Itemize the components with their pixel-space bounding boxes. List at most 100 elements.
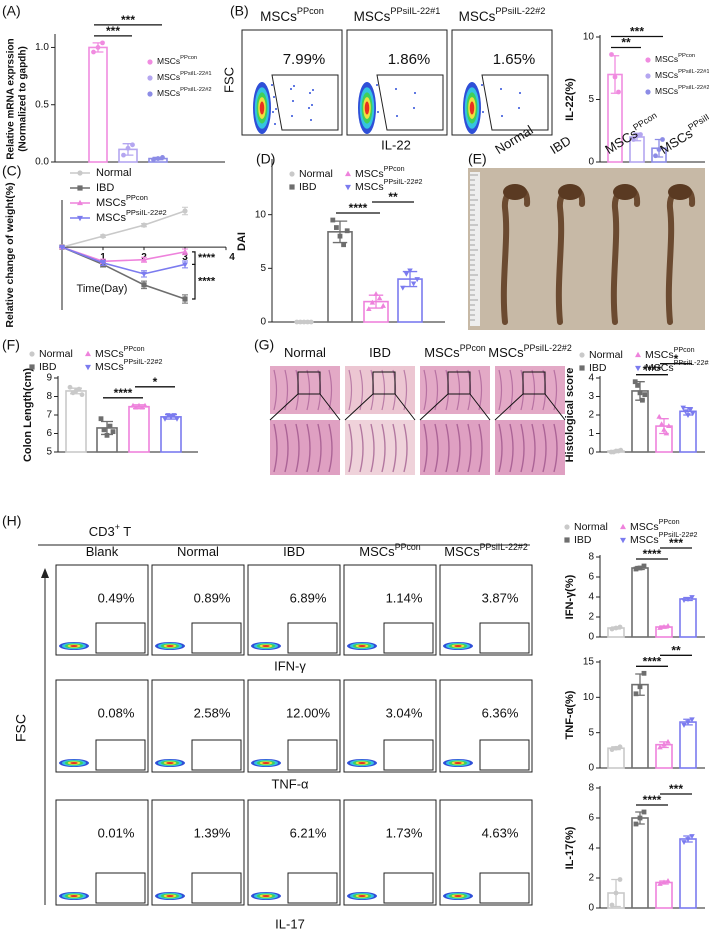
line — [61, 246, 186, 275]
flow-density — [364, 101, 370, 115]
legend-label-base: IBD — [96, 182, 114, 194]
flow-gate — [191, 622, 242, 654]
data-point — [130, 402, 136, 408]
flow-event — [275, 108, 277, 110]
photo-label-sup: PPsiIL-22#2 — [686, 99, 709, 133]
bar — [327, 231, 353, 323]
flow-percent: 2.58% — [194, 705, 231, 720]
flow-percent: 1.39% — [194, 825, 231, 840]
legend-label: MSCsPPsiIL-22#2 — [655, 85, 709, 97]
bar — [160, 416, 182, 453]
data-point — [609, 626, 615, 632]
flow-gate — [95, 622, 146, 654]
flow-plot-frame — [55, 679, 149, 773]
photo-label-sup: PPcon — [631, 110, 658, 132]
flow-plot-frame — [241, 29, 343, 136]
flow-gate — [191, 872, 242, 904]
flow-percent: 0.49% — [98, 590, 135, 605]
data-point — [680, 405, 686, 411]
data-point — [616, 89, 621, 95]
flow-event — [377, 111, 379, 113]
flow-plot-frame — [439, 799, 533, 906]
data-point — [663, 430, 670, 436]
flow-title-base: MSCs — [459, 9, 496, 24]
panel-label: (C) — [2, 163, 21, 179]
flow-percent: 0.89% — [194, 590, 231, 605]
zoom-box — [522, 371, 546, 395]
significance-label: **** — [643, 363, 662, 377]
flow-density — [166, 645, 174, 647]
data-point — [656, 413, 662, 419]
data-point — [407, 268, 413, 274]
significance-label: **** — [198, 276, 216, 288]
legend-label-base: Normal — [39, 348, 73, 360]
y-tick-label: 6 — [588, 572, 594, 583]
y-tick-label: 4 — [588, 373, 594, 384]
legend-label-base: Normal — [589, 349, 623, 361]
bar — [631, 567, 649, 638]
line-point — [182, 208, 188, 214]
tissue-fold — [403, 423, 408, 473]
line — [61, 210, 186, 248]
flow-density — [166, 762, 174, 764]
tissue-fold — [423, 423, 428, 473]
significance-label: *** — [669, 536, 683, 550]
flow-header: CD3+ T — [89, 522, 132, 539]
histology-image — [345, 366, 415, 414]
significance-label: *** — [630, 25, 644, 39]
line-point — [141, 256, 147, 262]
flow-header-sup: + — [115, 522, 120, 532]
flow-percent: 6.36% — [482, 705, 519, 720]
data-point — [165, 413, 171, 418]
legend-marker — [579, 365, 585, 371]
legend-marker — [635, 351, 641, 358]
legend-label: MSCsPPcon — [655, 53, 695, 65]
tissue-fold — [359, 369, 364, 411]
flow-density — [358, 895, 366, 897]
flow-title-sup: PPsiIL-22#2 — [495, 6, 545, 16]
tissue-fold — [295, 423, 300, 473]
histology-title-base: Normal — [284, 345, 326, 360]
flow-event — [272, 111, 274, 113]
data-point — [660, 137, 665, 142]
flow-event — [395, 88, 397, 90]
tissue-fold — [273, 369, 278, 411]
significance-label: **** — [198, 252, 216, 264]
flow-column-title: Normal — [177, 544, 219, 559]
legend-label-sup: PPsiIL-22#2 — [674, 359, 709, 367]
legend-label: IBD — [39, 361, 57, 373]
flow-y-label: FSC — [13, 714, 29, 742]
legend-label: IBD — [589, 362, 607, 374]
tissue-fold — [306, 369, 311, 411]
x-tick-label: 3 — [182, 252, 188, 263]
data-point — [366, 306, 372, 312]
x-axis-label: Time(Day) — [77, 283, 128, 295]
data-point — [637, 565, 643, 571]
y-tick-label: 5 — [46, 447, 52, 458]
flow-event — [500, 88, 502, 90]
flow-gate — [479, 872, 530, 904]
tissue-fold — [456, 423, 461, 473]
data-point — [641, 670, 647, 676]
data-point — [687, 407, 694, 413]
bar — [679, 838, 697, 909]
tissue-fold — [467, 423, 472, 473]
photo-label-base: IBD — [547, 133, 573, 157]
significance-label: *** — [106, 24, 120, 38]
legend-label-base: MSCs — [355, 181, 384, 193]
data-point — [612, 74, 618, 80]
legend-marker — [77, 185, 83, 191]
y-tick-label: 0 — [588, 903, 594, 914]
legend-label-base: IBD — [39, 361, 57, 373]
flow-event — [293, 85, 295, 87]
flow-percent: 0.08% — [98, 705, 135, 720]
flow-density — [70, 645, 78, 647]
data-point — [618, 447, 624, 453]
significance-bracket — [192, 263, 196, 300]
flow-y-label: FSC — [221, 67, 236, 93]
tissue-fold — [434, 423, 439, 473]
legend-label: Normal — [39, 348, 73, 360]
data-point — [67, 384, 73, 390]
flow-column-title: MSCsPPcon — [359, 542, 420, 559]
